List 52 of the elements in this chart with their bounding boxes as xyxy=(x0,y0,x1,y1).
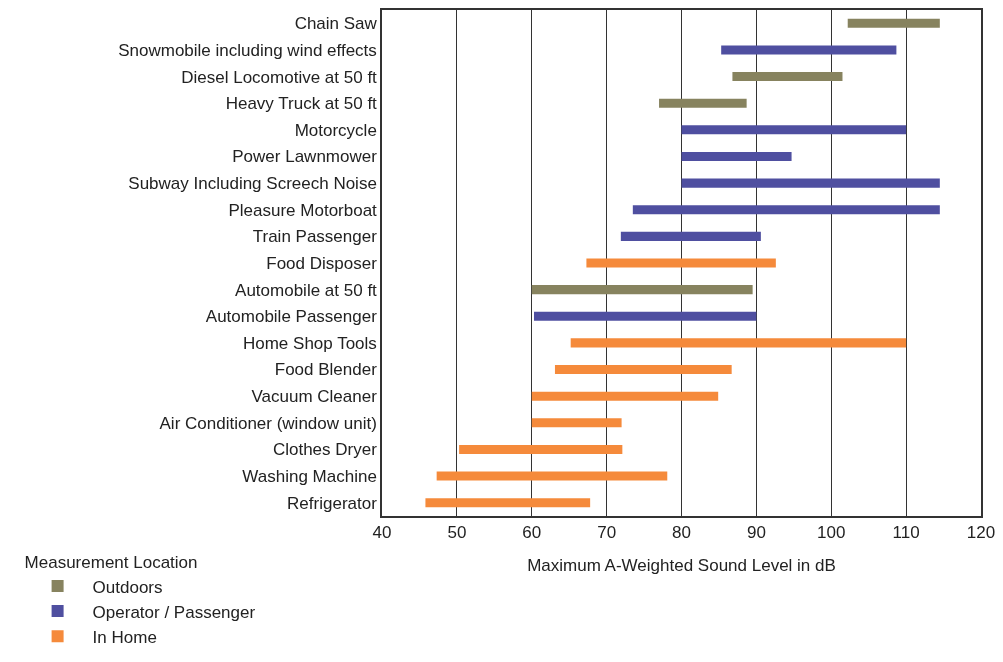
y-tick-label: Home Shop Tools xyxy=(242,333,377,353)
x-tick-label: 110 xyxy=(892,523,920,543)
x-tick-label: 90 xyxy=(746,523,766,543)
x-tick-label: 50 xyxy=(447,523,467,543)
y-tick-label: Food Blender xyxy=(274,360,378,380)
y-tick-label: Train Passenger xyxy=(252,227,378,247)
y-tick-label: Automobile Passenger xyxy=(205,307,378,327)
bar xyxy=(436,471,668,481)
legend-label: Outdoors xyxy=(92,577,163,597)
y-tick-label: Snowmobile including wind effects xyxy=(118,40,377,60)
bar xyxy=(570,338,907,348)
x-tick-label: 60 xyxy=(522,523,542,543)
bar xyxy=(620,231,761,241)
y-tick-label: Pleasure Motorboat xyxy=(228,200,378,220)
legend-label: In Home xyxy=(92,627,157,647)
bar xyxy=(732,72,843,82)
bar xyxy=(459,444,623,454)
legend-title: Measurement Location xyxy=(24,553,198,573)
bar xyxy=(425,498,591,508)
bar xyxy=(681,178,940,188)
y-tick-label: Refrigerator xyxy=(287,493,378,513)
x-tick-label: 120 xyxy=(966,523,996,543)
legend-label: Operator / Passenger xyxy=(92,602,256,622)
x-axis-title: Maximum A-Weighted Sound Level in dB xyxy=(527,556,836,576)
bar xyxy=(534,311,757,321)
y-tick-label: Washing Machine xyxy=(242,467,377,486)
y-tick-label: Power Lawnmower xyxy=(232,147,378,167)
x-tick-label: 80 xyxy=(672,523,691,543)
bar xyxy=(681,125,907,135)
x-tick-label: 70 xyxy=(597,523,617,543)
bar xyxy=(554,365,732,375)
x-tick-label: 100 xyxy=(817,523,846,543)
x-tick-label: 40 xyxy=(372,523,392,543)
y-tick-label: Food Disposer xyxy=(266,253,378,273)
y-tick-label: Motorcycle xyxy=(294,120,377,140)
y-tick-label: Automobile at 50 ft xyxy=(235,280,378,300)
bar xyxy=(847,18,940,28)
y-tick-label: Diesel Locomotive at 50 ft xyxy=(181,67,378,87)
bar xyxy=(659,98,747,108)
y-tick-label: Air Conditioner (window unit) xyxy=(159,413,377,433)
y-tick-label: Chain Saw xyxy=(294,14,378,34)
bar xyxy=(531,391,719,401)
y-tick-label: Heavy Truck at 50 ft xyxy=(225,94,378,114)
y-tick-label: Subway Including Screech Noise xyxy=(128,174,377,194)
bar xyxy=(586,258,776,268)
bar xyxy=(681,151,792,161)
y-tick-label: Clothes Dryer xyxy=(272,440,378,460)
bar xyxy=(721,45,897,55)
bar xyxy=(531,418,622,428)
bar xyxy=(531,285,753,295)
bar xyxy=(632,205,940,215)
y-tick-label: Vacuum Cleaner xyxy=(251,387,378,407)
